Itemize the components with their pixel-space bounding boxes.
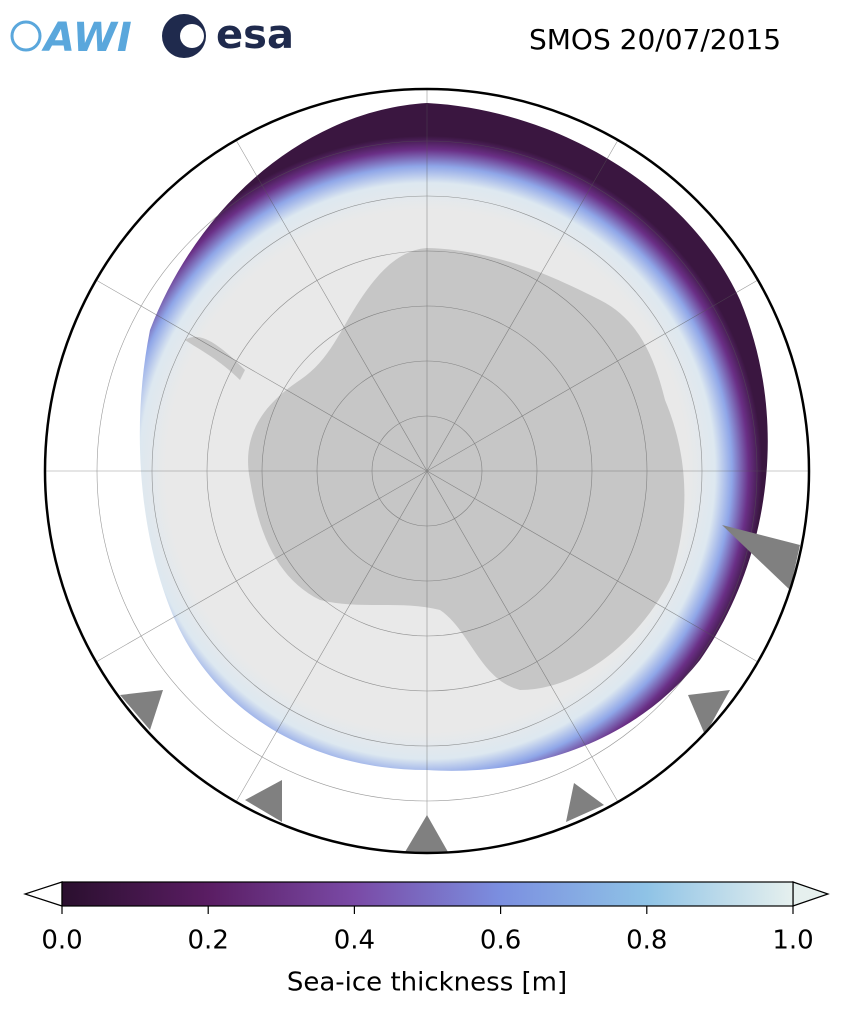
- colorbar-under: [23, 881, 63, 907]
- awi-logo: AWI: [10, 15, 132, 61]
- colorbar-tick-label: 0.2: [188, 926, 229, 956]
- esa-logo: esa: [162, 12, 294, 58]
- colorbar: 0.0 0.2 0.4 0.6 0.8 1.0: [23, 881, 830, 956]
- colorbar-tick-label: 0.8: [626, 926, 667, 956]
- colorbar-tick-label: 0.6: [480, 926, 521, 956]
- title: SMOS 20/07/2015: [529, 23, 781, 56]
- map: [43, 87, 811, 855]
- colorbar-gradient: [61, 881, 794, 907]
- colorbar-tick-label: 0.4: [334, 926, 375, 956]
- colorbar-over: [792, 881, 830, 907]
- colorbar-tick-label: 0.0: [41, 926, 82, 956]
- awi-text: AWI: [41, 15, 132, 61]
- colorbar-tick-label: 1.0: [772, 926, 813, 956]
- colorbar-label: Sea-ice thickness [m]: [287, 968, 567, 998]
- esa-text: esa: [216, 12, 294, 58]
